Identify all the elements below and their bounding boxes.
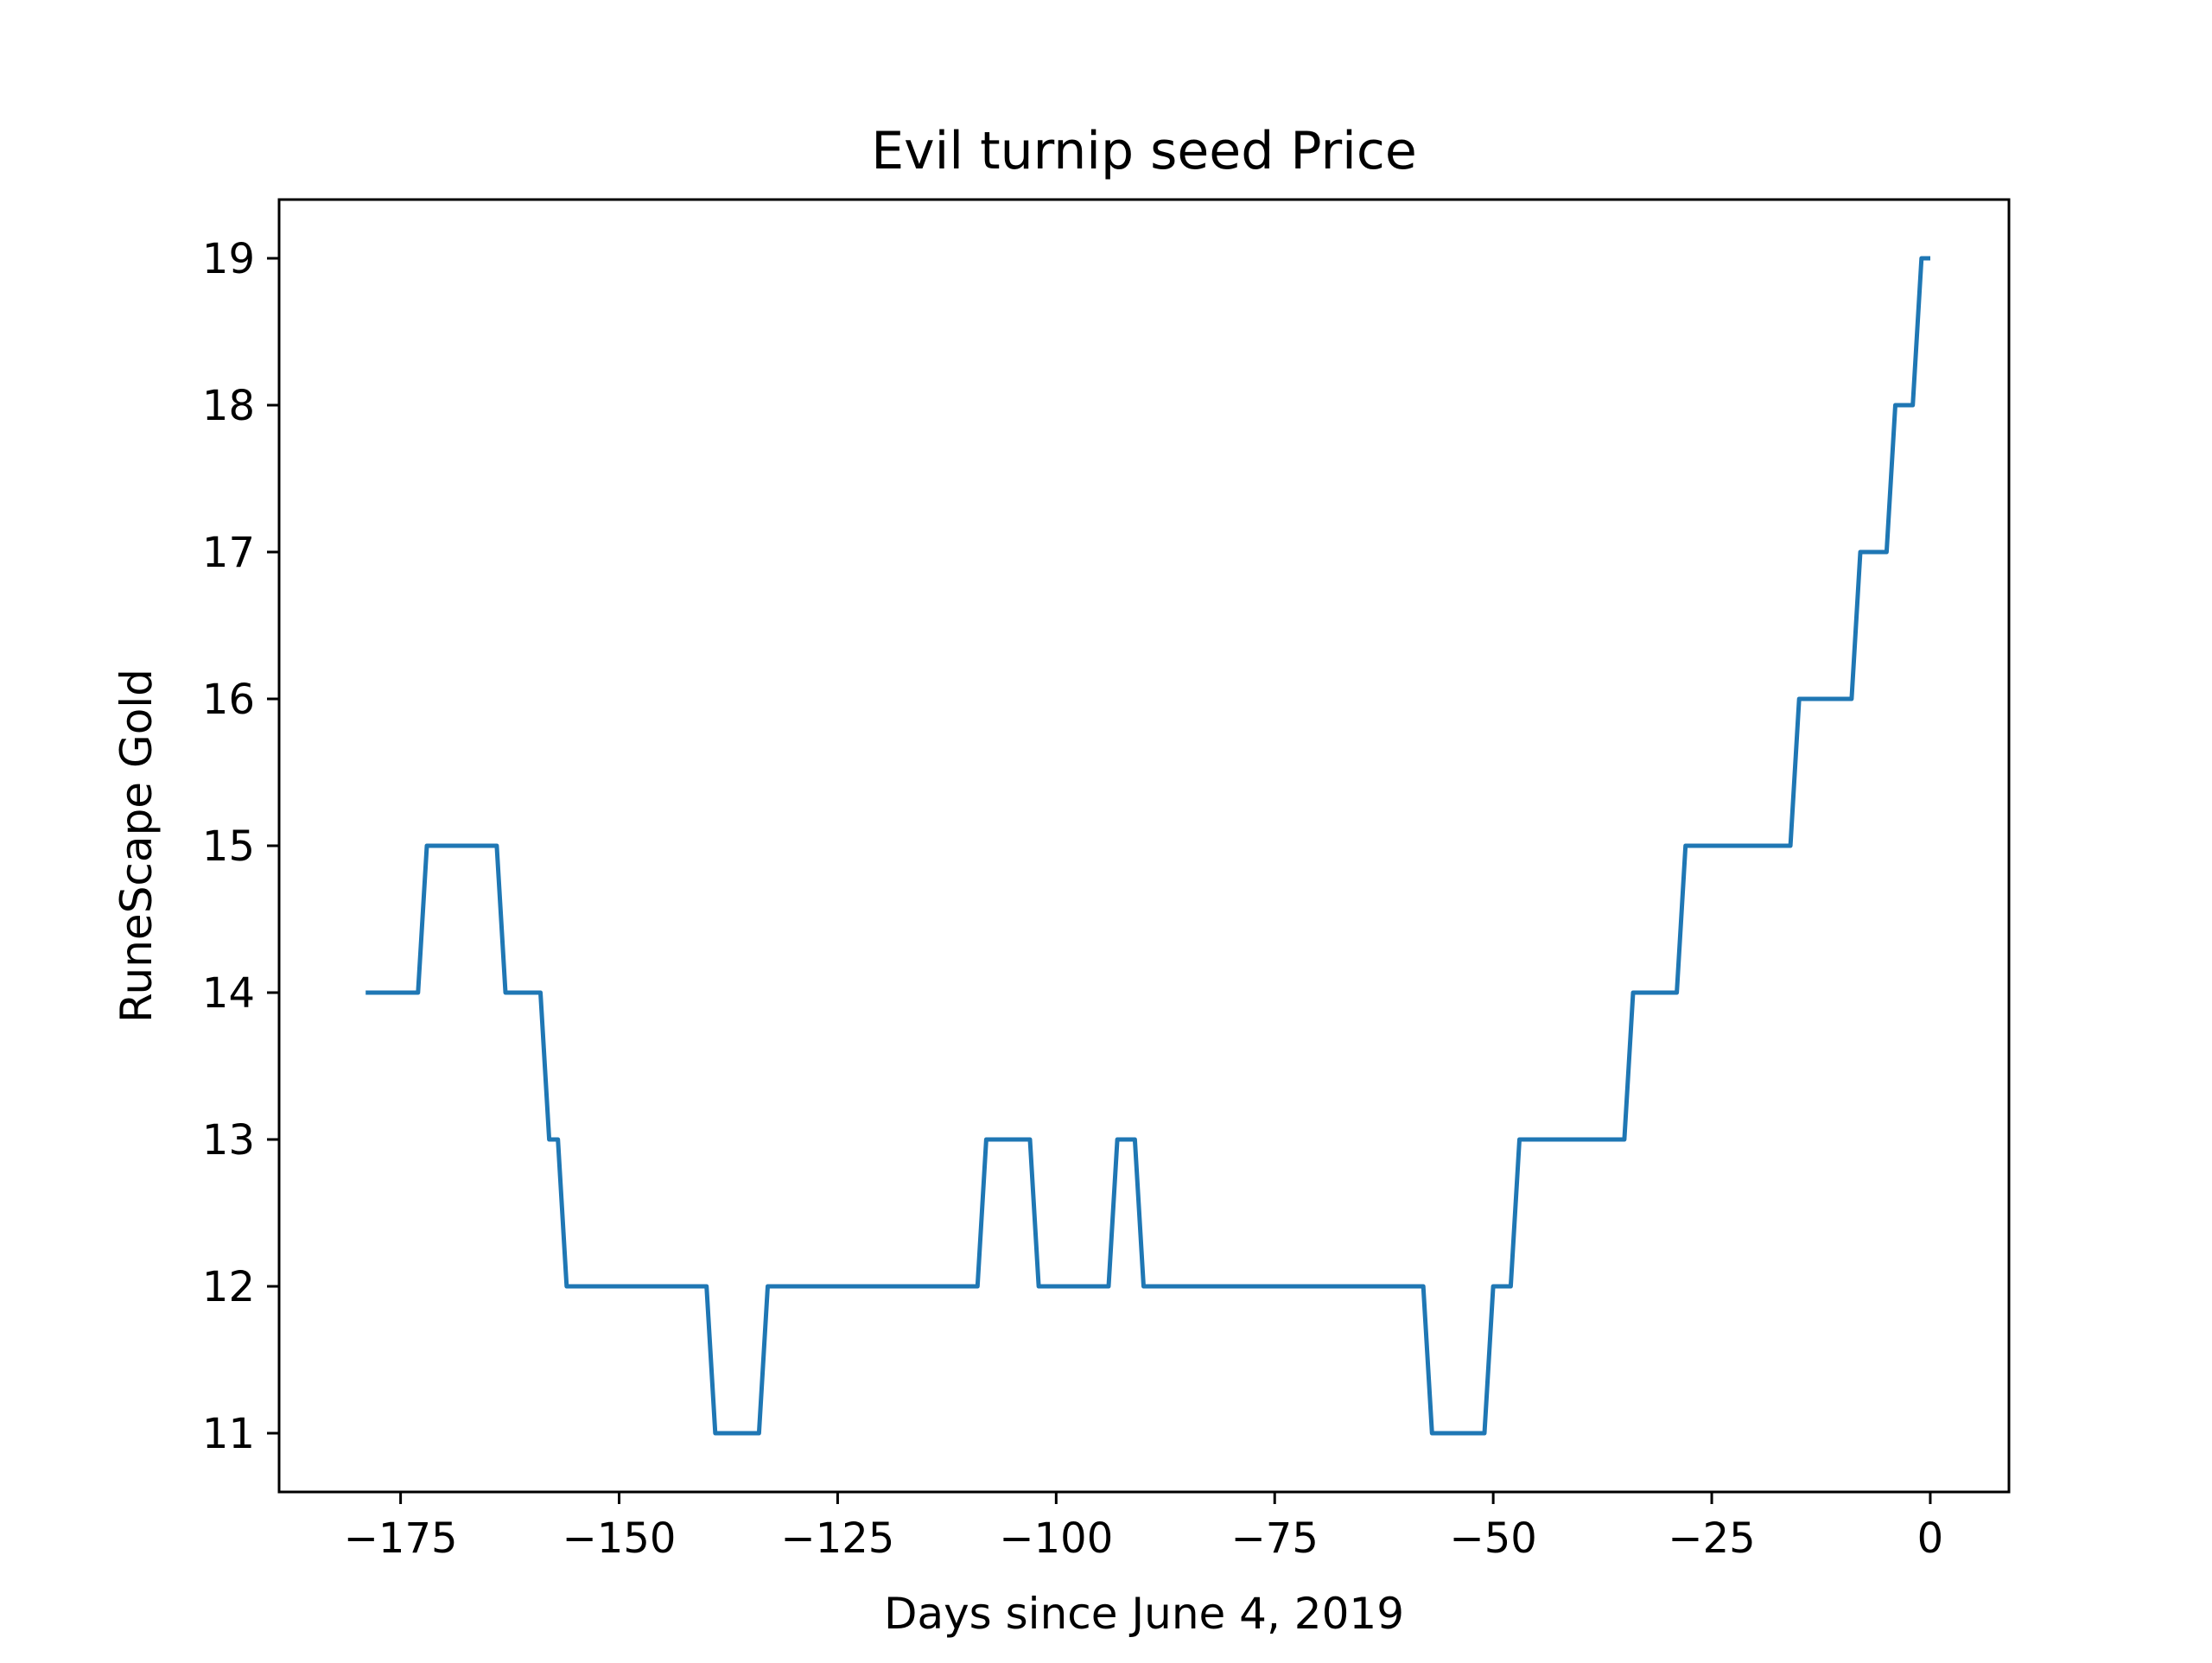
y-tick-label: 17 [202,529,255,577]
chart-title: Evil turnip seed Price [871,121,1416,181]
y-tick-label: 13 [202,1116,255,1165]
x-tick-label: −75 [1231,1514,1319,1563]
x-axis-label: Days since June 4, 2019 [884,1589,1404,1639]
x-tick-label: −100 [999,1514,1113,1563]
y-axis-ticks: 11 12 13 14 15 16 17 18 19 [202,235,279,1458]
y-tick-label: 12 [202,1263,255,1311]
y-tick-label: 18 [202,382,255,430]
x-tick-label: −25 [1668,1514,1755,1563]
y-axis-label: RuneScape Gold [111,669,162,1023]
x-tick-label: −125 [781,1514,895,1563]
y-tick-label: 16 [202,676,255,724]
y-tick-label: 11 [202,1410,255,1458]
x-tick-label: −150 [563,1514,677,1563]
x-tick-label: 0 [1917,1514,1944,1563]
plot-area-frame [277,198,2011,1494]
y-tick-label: 19 [202,235,255,283]
y-tick-label: 15 [202,822,255,871]
x-tick-label: −50 [1449,1514,1536,1563]
y-tick-label: 14 [202,969,255,1018]
x-axis-ticks: −175 −150 −125 −100 −75 −50 −25 0 [344,1492,1944,1563]
x-tick-label: −175 [344,1514,458,1563]
price-series-line [365,256,1930,1436]
